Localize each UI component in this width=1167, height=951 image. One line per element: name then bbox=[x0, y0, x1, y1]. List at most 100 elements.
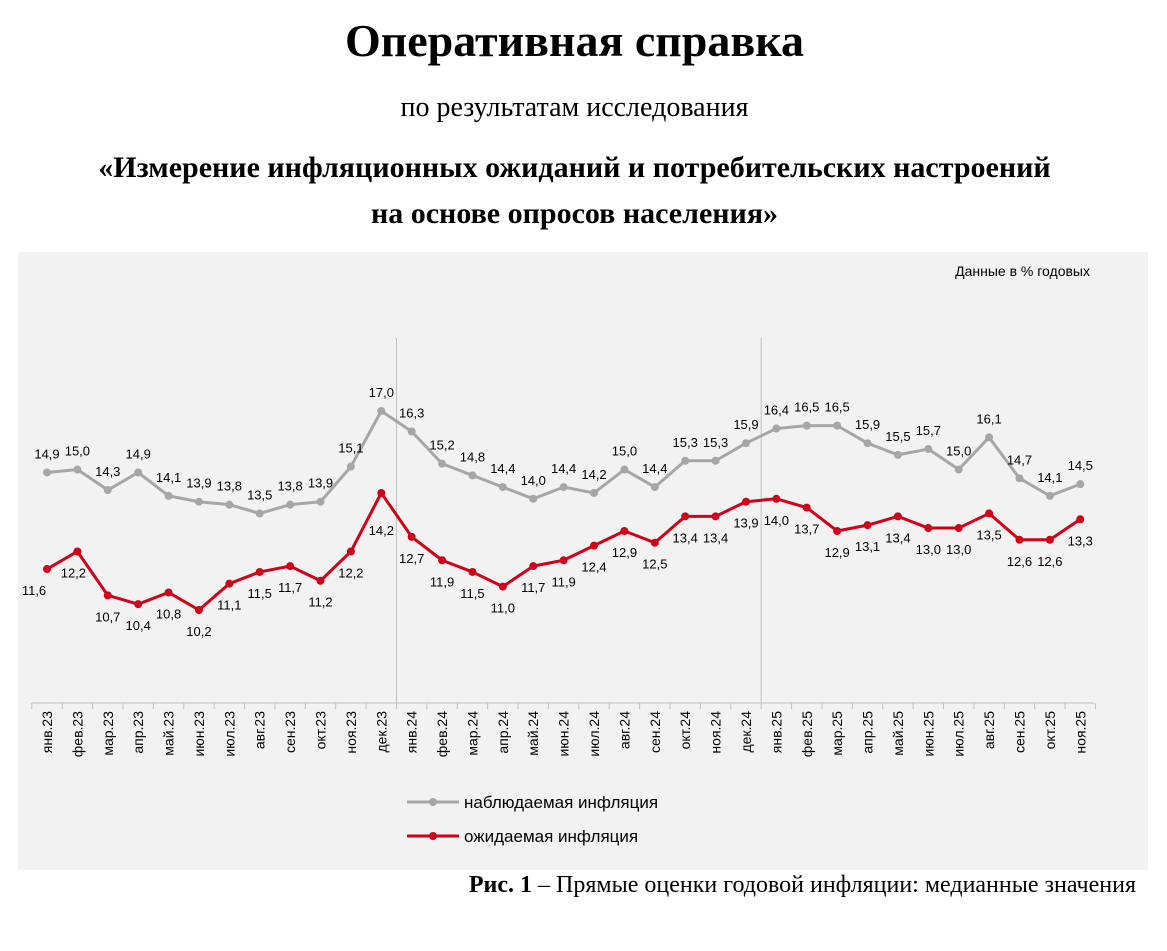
data-point bbox=[741, 497, 750, 506]
data-point bbox=[194, 606, 203, 614]
x-axis-label: фев.23 bbox=[69, 711, 85, 757]
data-point bbox=[286, 562, 295, 571]
x-axis-ticks bbox=[31, 703, 1096, 709]
data-label: 12,6 bbox=[1037, 554, 1062, 569]
data-point bbox=[194, 497, 203, 506]
data-label: 14,9 bbox=[34, 446, 59, 461]
data-label: 15,0 bbox=[946, 444, 971, 459]
data-label: 15,5 bbox=[885, 429, 910, 444]
data-label: 12,7 bbox=[399, 551, 424, 566]
data-point bbox=[377, 488, 386, 497]
data-label: 15,7 bbox=[916, 423, 941, 438]
x-axis-label: фев.24 bbox=[434, 711, 450, 757]
data-point bbox=[43, 468, 51, 477]
data-point bbox=[134, 468, 143, 477]
data-label: 12,9 bbox=[612, 545, 637, 560]
x-axis-label: июл.24 bbox=[586, 711, 602, 757]
data-point bbox=[833, 526, 842, 535]
data-label: 14,4 bbox=[490, 461, 515, 476]
series-expected: 11,6 12,2 10,7 10,4 10,8 10,2 11,1 11,5 11,7 11,2… bbox=[22, 488, 1093, 639]
data-label: 15,1 bbox=[338, 441, 363, 456]
data-label: 14,1 bbox=[1037, 470, 1062, 485]
data-label: 14,1 bbox=[156, 470, 181, 485]
data-point bbox=[985, 509, 994, 518]
data-point bbox=[741, 439, 750, 448]
data-point bbox=[1015, 535, 1024, 544]
data-point bbox=[316, 497, 325, 506]
figure-caption: Рис. 1 – Прямые оценки годовой инфляции:… bbox=[0, 872, 1136, 899]
data-label: 14,0 bbox=[764, 513, 789, 528]
x-axis-label: май.25 bbox=[890, 711, 906, 756]
data-label: 11,9 bbox=[551, 574, 575, 589]
data-point bbox=[1076, 515, 1085, 524]
data-point bbox=[954, 524, 963, 533]
data-point bbox=[863, 439, 872, 448]
data-label: 14,9 bbox=[126, 446, 151, 461]
data-label: 11,1 bbox=[217, 598, 241, 613]
legend-label-expected: ожидаемая инфляция bbox=[464, 827, 638, 846]
data-point bbox=[590, 541, 599, 550]
x-axis-label: окт.24 bbox=[677, 711, 693, 750]
data-label: 11,7 bbox=[521, 580, 545, 595]
data-label: 10,8 bbox=[156, 606, 181, 621]
x-axis-label: фев.25 bbox=[799, 711, 815, 757]
data-label: 16,4 bbox=[764, 403, 789, 418]
legend-item-expected: ожидаемая инфляция bbox=[407, 827, 638, 846]
data-label: 10,4 bbox=[126, 618, 151, 633]
x-axis-label: авг.24 bbox=[616, 711, 632, 749]
data-label: 12,9 bbox=[824, 545, 849, 560]
data-label: 13,9 bbox=[733, 516, 758, 531]
x-axis-label: июн.23 bbox=[191, 711, 207, 757]
data-point bbox=[650, 483, 659, 492]
data-label: 13,4 bbox=[885, 530, 910, 545]
data-label: 14,0 bbox=[521, 473, 546, 488]
data-point bbox=[529, 562, 538, 571]
data-label: 13,4 bbox=[703, 530, 728, 545]
data-point bbox=[802, 503, 811, 512]
data-point bbox=[468, 471, 477, 480]
figure-caption-text: – Прямые оценки годовой инфляции: медиан… bbox=[532, 872, 1136, 898]
x-axis-label: авг.25 bbox=[981, 711, 997, 749]
x-axis-label: май.24 bbox=[525, 711, 541, 756]
data-point bbox=[255, 509, 264, 518]
data-label: 13,8 bbox=[277, 479, 302, 494]
data-point bbox=[1045, 535, 1054, 544]
data-label: 11,2 bbox=[308, 595, 332, 610]
data-label: 15,2 bbox=[429, 438, 454, 453]
data-point bbox=[863, 521, 872, 530]
data-point bbox=[1045, 491, 1054, 500]
x-axis-label: авг.23 bbox=[252, 711, 268, 749]
x-axis-label: янв.24 bbox=[404, 711, 420, 753]
data-point bbox=[346, 462, 355, 471]
data-point bbox=[255, 567, 264, 576]
x-axis-labels: янв.23 фев.23 мар.23 апр.23 май.23 июн.23 июл.… bbox=[39, 711, 1088, 757]
data-point bbox=[164, 491, 173, 500]
data-label: 16,5 bbox=[824, 400, 849, 415]
legend-marker-expected bbox=[429, 832, 437, 840]
data-point bbox=[893, 450, 902, 459]
data-point bbox=[346, 547, 355, 556]
data-point bbox=[377, 407, 386, 415]
data-label: 13,8 bbox=[217, 479, 242, 494]
data-point bbox=[802, 421, 811, 430]
data-label: 14,5 bbox=[1068, 458, 1093, 473]
data-point bbox=[73, 547, 82, 556]
data-label: 14,7 bbox=[1007, 452, 1032, 467]
data-point bbox=[407, 427, 416, 436]
data-point bbox=[316, 576, 325, 585]
data-label: 10,2 bbox=[186, 624, 211, 639]
data-point bbox=[286, 500, 295, 509]
units-note: Данные в % годовых bbox=[955, 263, 1090, 279]
data-label: 17,0 bbox=[369, 385, 394, 400]
data-label: 12,5 bbox=[642, 557, 667, 572]
x-axis-label: май.23 bbox=[161, 711, 177, 756]
data-point bbox=[498, 483, 507, 492]
data-label: 13,0 bbox=[916, 542, 941, 557]
data-label: 12,4 bbox=[581, 560, 606, 575]
series-layer: 14,9 15,0 14,3 14,9 14,1 13,9 13,8 13,5 13,8 13,9… bbox=[22, 385, 1093, 639]
x-axis-label: окт.25 bbox=[1042, 711, 1058, 750]
data-point bbox=[438, 556, 447, 565]
data-point bbox=[833, 421, 842, 430]
x-axis-label: апр.23 bbox=[130, 711, 146, 754]
page-title: Оперативная справка bbox=[344, 15, 805, 66]
